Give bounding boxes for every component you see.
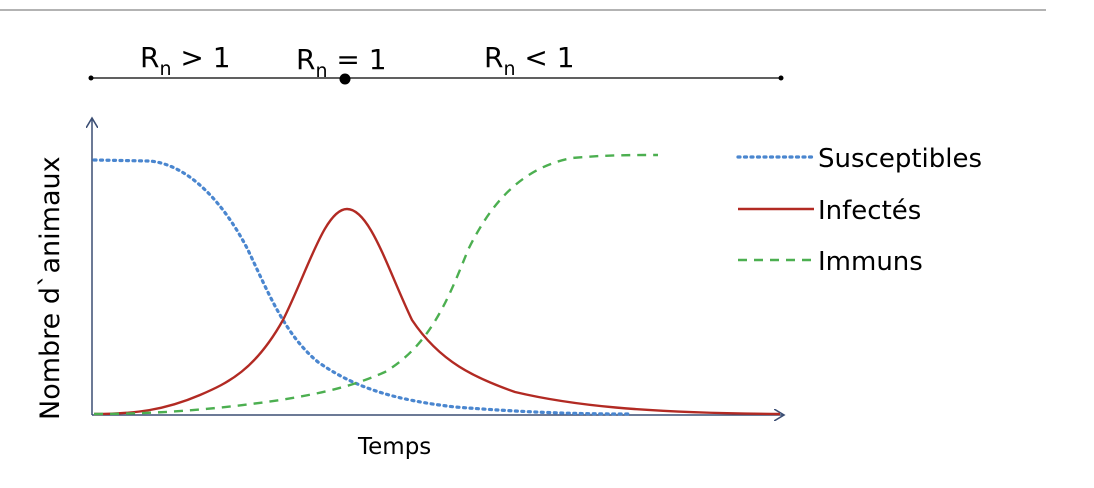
legend: Susceptibles Infectés Immuns	[736, 144, 982, 277]
immuns-curve	[93, 153, 659, 416]
infectes-curve	[93, 207, 781, 416]
phase-label-threshold: Rn = 1	[296, 43, 387, 82]
legend-item-infectes: Infectés	[738, 196, 921, 226]
x-axis-title: Temps	[357, 434, 431, 460]
legend-label-susceptibles: Susceptibles	[818, 144, 982, 174]
phase-label-decline: Rn < 1	[484, 41, 575, 80]
timeline-end-dot	[778, 75, 784, 81]
legend-item-immuns: Immuns	[738, 247, 923, 277]
curves	[92, 153, 781, 416]
threshold-marker	[339, 73, 351, 85]
legend-label-immuns: Immuns	[818, 247, 923, 277]
susceptibles-curve	[92, 158, 630, 416]
phase-label-growth: Rn > 1	[140, 41, 231, 80]
plot-axes: Nombre d`animaux Temps	[35, 118, 784, 460]
phase-timeline: Rn > 1 Rn = 1 Rn < 1	[88, 41, 784, 85]
y-axis-title: Nombre d`animaux	[35, 156, 66, 420]
timeline-start-dot	[88, 75, 94, 81]
legend-item-susceptibles: Susceptibles	[736, 144, 982, 174]
legend-label-infectes: Infectés	[818, 196, 921, 226]
